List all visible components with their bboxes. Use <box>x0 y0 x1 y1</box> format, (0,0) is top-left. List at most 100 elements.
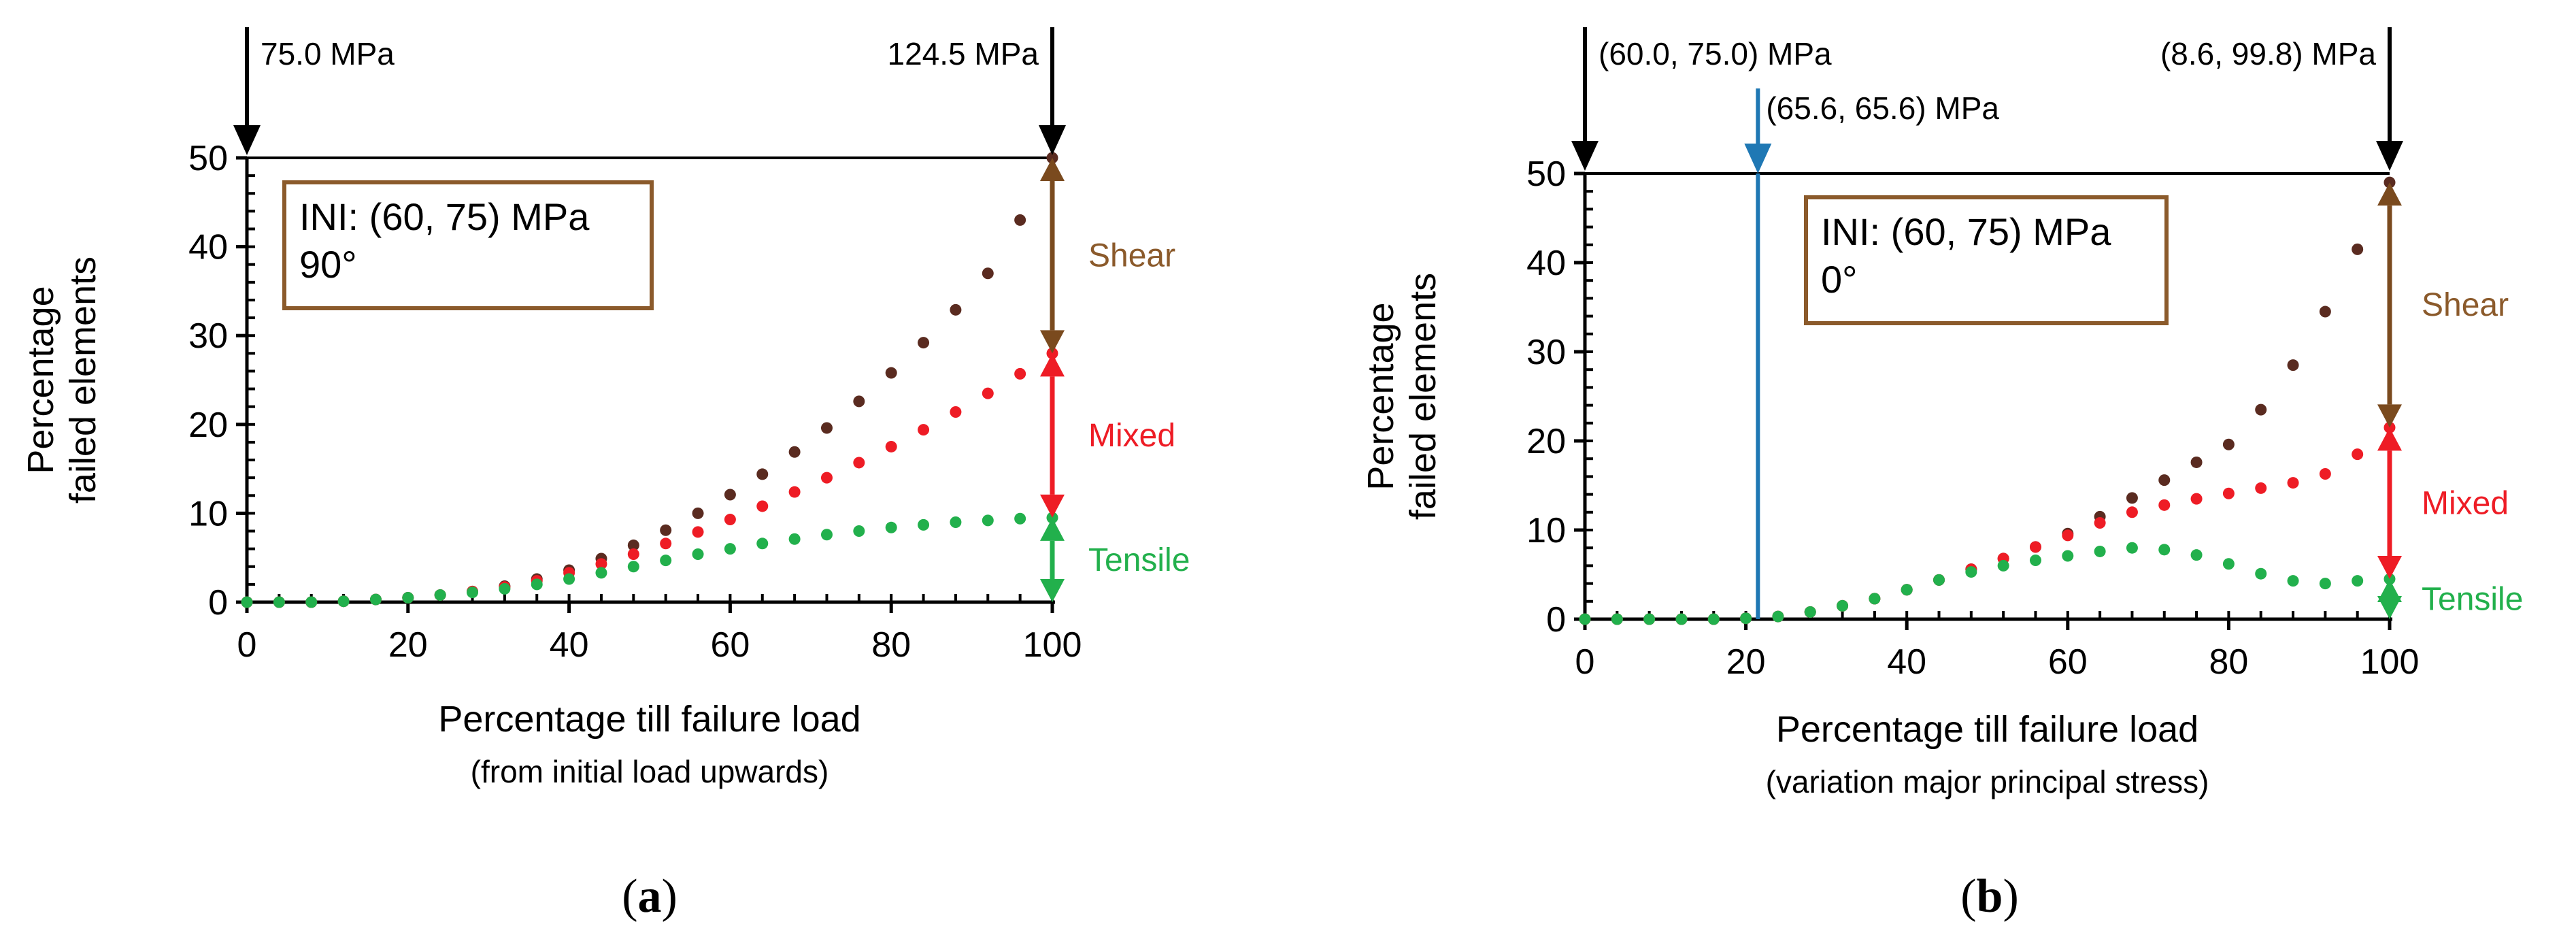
chart-b-load-label: (8.6, 99.8) MPa <box>2160 36 2376 71</box>
chart-a-load-arrow-head <box>233 125 261 155</box>
chart-a-point-shear <box>1014 214 1026 226</box>
chart-b-point-mixed <box>2158 499 2171 511</box>
chart-b: 0 10 20 30 40 50 0 20 40 60 80 100 Percentage till f… <box>1360 27 2523 923</box>
chart-a-point-tensile <box>982 514 994 527</box>
chart-b-vline-arrow-head <box>1744 144 1772 174</box>
chart-b-point-tensile <box>2352 575 2364 587</box>
chart-a-point-mixed <box>595 558 607 570</box>
chart-a-point-tensile <box>756 538 769 550</box>
chart-b-range-label-shear: Shear <box>2422 287 2509 323</box>
chart-a-point-tensile <box>369 593 382 606</box>
panel-label-part: ) <box>2003 870 2018 923</box>
chart-a-point-tensile <box>402 591 414 604</box>
chart-a-x-tick-label: 100 <box>1023 625 1082 665</box>
chart-a: 0 10 20 30 40 50 0 20 40 60 80 100 Percentage till f… <box>20 27 1190 923</box>
chart-a-point-tensile <box>434 589 446 601</box>
chart-b-point-mixed <box>2190 493 2203 505</box>
chart-b-point-shear <box>2158 474 2171 486</box>
chart-b-point-shear <box>2126 492 2138 504</box>
chart-b-range-arrow-mixed-head-top <box>2377 427 2402 451</box>
chart-a-point-mixed <box>950 406 962 418</box>
chart-b-point-tensile <box>1675 613 1688 625</box>
chart-b-point-tensile <box>2062 550 2074 562</box>
chart-a-point-tensile <box>563 573 575 585</box>
chart-a-point-tensile <box>885 521 897 533</box>
chart-a-point-mixed <box>692 526 704 538</box>
chart-b-x-tick-label: 20 <box>1726 642 1766 682</box>
chart-a-point-tensile <box>467 587 479 599</box>
chart-a-y-axis-label-line: Percentage <box>20 286 61 474</box>
chart-b-point-tensile <box>1933 574 1945 586</box>
chart-a-point-tensile <box>660 555 672 567</box>
chart-b-x-tick-label: 60 <box>2048 642 2088 682</box>
chart-a-info-box-line: 90° <box>299 243 357 286</box>
chart-b-x-tick-label: 0 <box>1575 642 1595 682</box>
chart-b-range-label-mixed: Mixed <box>2422 486 2509 522</box>
chart-b-point-tensile <box>2319 578 2331 590</box>
panel-label-part: a <box>638 870 662 923</box>
chart-b-point-tensile <box>1643 613 1656 625</box>
chart-b-point-tensile <box>2094 545 2106 557</box>
chart-a-point-tensile <box>1014 512 1026 525</box>
chart-a-point-tensile <box>724 543 736 555</box>
chart-a-point-mixed <box>918 424 930 436</box>
chart-a-x-tick-label: 40 <box>550 625 589 665</box>
chart-b-point-tensile <box>1804 606 1816 618</box>
chart-a-info-box <box>282 180 654 310</box>
panel-label-part: b <box>1977 870 2003 923</box>
chart-a-point-shear <box>918 337 930 349</box>
chart-b-panel-label: (b) <box>1960 870 2019 923</box>
chart-b-load-arrow-head <box>1571 141 1599 171</box>
chart-a-y-tick-label: 20 <box>188 406 228 445</box>
chart-b-point-mixed <box>2287 477 2299 489</box>
chart-b-x-tick-label: 100 <box>2360 642 2420 682</box>
chart-a-point-tensile <box>918 518 930 531</box>
chart-a-point-shear <box>853 395 865 408</box>
chart-a-point-shear <box>950 303 962 316</box>
chart-b-point-shear <box>2255 403 2267 416</box>
chart-a-point-mixed <box>1014 367 1026 380</box>
chart-b-y-tick-label: 20 <box>1526 422 1566 461</box>
chart-a-range-arrow-tensile-head-bottom <box>1040 579 1065 602</box>
chart-b-point-tensile <box>2029 555 2041 567</box>
chart-a-point-tensile <box>499 582 511 595</box>
chart-a-load-label: 124.5 MPa <box>888 36 1039 71</box>
chart-b-load-arrow-head <box>2376 141 2403 171</box>
chart-b-point-tensile <box>1869 593 1881 605</box>
chart-b-x-tick-label: 80 <box>2209 642 2248 682</box>
chart-a-x-tick-label: 60 <box>710 625 750 665</box>
chart-a-point-tensile <box>595 567 607 579</box>
chart-a-point-mixed <box>627 548 639 560</box>
chart-b-y-tick-label: 30 <box>1526 333 1566 372</box>
chart-b-point-mixed <box>2126 506 2138 518</box>
chart-a-point-tensile <box>305 596 318 608</box>
chart-b-point-mixed <box>2352 448 2364 461</box>
chart-a-point-mixed <box>820 472 833 484</box>
chart-b-point-tensile <box>1997 559 2009 572</box>
chart-a-point-shear <box>692 507 704 519</box>
chart-a-point-mixed <box>885 440 897 452</box>
chart-b-range-arrow-tensile-head-bottom <box>2377 596 2402 619</box>
chart-a-x-tick-label: 20 <box>388 625 428 665</box>
chart-a-load-label: 75.0 MPa <box>261 36 395 71</box>
chart-b-point-mixed <box>2222 487 2235 499</box>
chart-a-x-axis-label: Percentage till failure load <box>438 699 860 740</box>
chart-b-point-mixed <box>2094 517 2106 529</box>
chart-b-x-tick-label: 40 <box>1887 642 1926 682</box>
chart-b-point-mixed <box>2255 482 2267 494</box>
chart-a-info-box-line: INI: (60, 75) MPa <box>299 195 590 238</box>
chart-a-point-tensile <box>627 561 639 573</box>
chart-a-point-mixed <box>660 538 672 550</box>
chart-b-point-shear <box>2352 243 2364 255</box>
chart-a-x-tick-label: 80 <box>871 625 911 665</box>
chart-b-point-tensile <box>2222 558 2235 570</box>
chart-a-y-tick-label: 0 <box>208 583 228 623</box>
chart-a-range-label-shear: Shear <box>1088 238 1175 274</box>
chart-b-x-axis-label: Percentage till failure load <box>1776 709 2198 750</box>
chart-a-point-shear <box>885 367 897 379</box>
chart-a-y-tick-label: 40 <box>188 228 228 267</box>
chart-a-point-mixed <box>853 457 865 469</box>
chart-a-y-axis-label-line: failed elements <box>63 257 103 503</box>
chart-a-point-tensile <box>788 533 801 545</box>
